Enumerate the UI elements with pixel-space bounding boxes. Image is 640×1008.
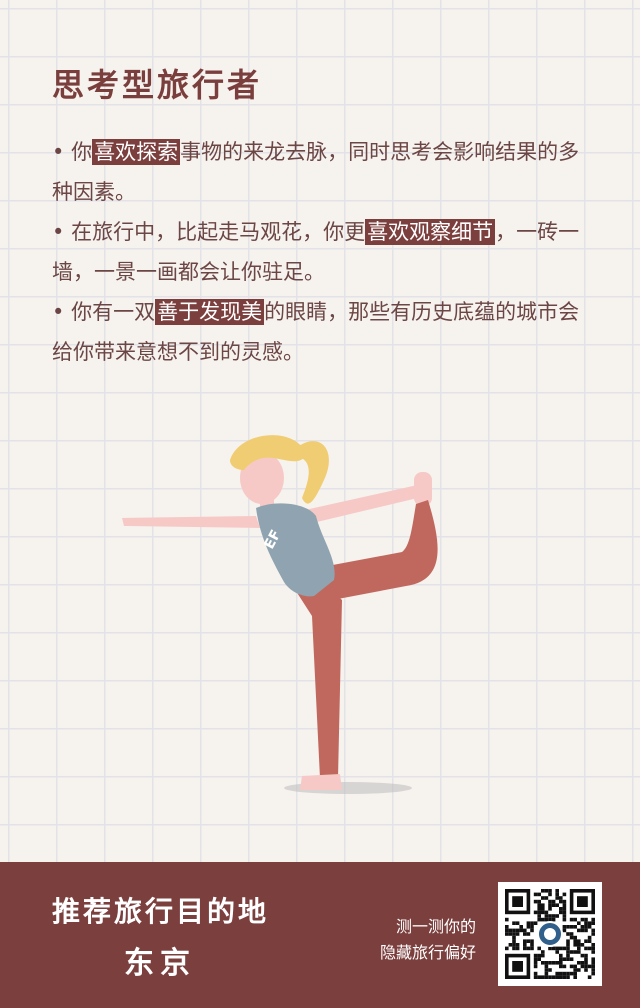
hand: [414, 472, 432, 506]
trait-list: • 你喜欢探索事物的来龙去脉，同时思考会影响结果的多种因素。 • 在旅行中，比起…: [52, 132, 592, 372]
raised-leg: [306, 500, 438, 602]
trait-item: • 你有一双善于发现美的眼睛，那些有历史底蕴的城市会给你带来意想不到的灵感。: [52, 292, 592, 372]
cta-line1: 测一测你的: [395, 917, 476, 936]
shirt-logo: EF: [261, 527, 284, 551]
destination-name: 东京: [124, 946, 196, 981]
bullet-marker: •: [52, 140, 65, 164]
qr-call-to-action: 测一测你的 隐藏旅行偏好: [380, 914, 476, 966]
left-arm: [122, 516, 260, 528]
standing-foot: [300, 774, 342, 790]
head: [240, 452, 284, 504]
bullet-marker: •: [52, 300, 65, 324]
yoga-pose-illustration: EF: [122, 435, 438, 794]
trait-item: • 你喜欢探索事物的来龙去脉，同时思考会影响结果的多种因素。: [52, 132, 592, 212]
trait-item: • 在旅行中，比起走马观花，你更喜欢观察细节，一砖一墙，一景一画都会让你驻足。: [52, 212, 592, 292]
standing-leg: [294, 570, 342, 778]
trait-text: 的眼睛，那些有历史底蕴的城市会给你带来意想不到的灵感。: [52, 300, 580, 364]
trait-highlight: 善于发现美: [155, 299, 265, 325]
right-arm: [296, 484, 426, 526]
cta-line2: 隐藏旅行偏好: [379, 943, 476, 962]
trait-highlight: 喜欢探索: [92, 139, 181, 165]
trait-text: 你有一双: [71, 300, 156, 324]
shirt: [256, 503, 335, 597]
bullet-marker: •: [52, 220, 65, 244]
qr-code-icon[interactable]: [498, 882, 602, 986]
recommend-label: 推荐旅行目的地: [52, 895, 270, 928]
footer-banner: 推荐旅行目的地 东京 测一测你的 隐藏旅行偏好: [0, 862, 640, 1008]
result-title: 思考型旅行者: [52, 66, 263, 104]
trait-text: 在旅行中，比起走马观花，你更: [71, 220, 366, 244]
hair: [230, 435, 306, 470]
trait-text: 你: [71, 140, 93, 164]
trait-text: 事物的来龙去脉，同时思考会影响结果的多种因素。: [52, 140, 580, 204]
trait-highlight: 喜欢观察细节: [365, 219, 496, 245]
trait-text: ，一砖一墙，一景一画都会让你驻足。: [52, 220, 580, 284]
